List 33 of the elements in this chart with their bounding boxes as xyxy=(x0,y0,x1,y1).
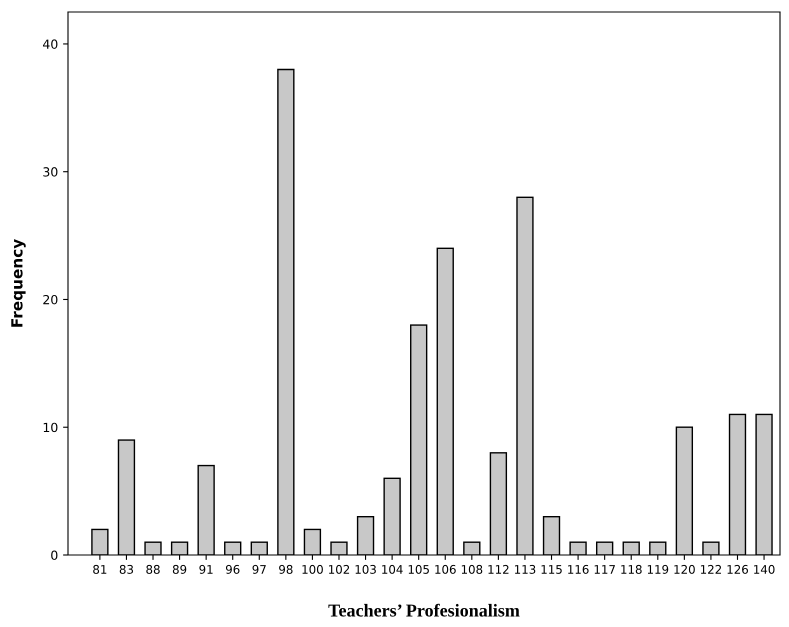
x-tick-label: 118 xyxy=(621,564,642,574)
x-tick-label: 126 xyxy=(728,564,748,574)
x-tick-label: 119 xyxy=(648,564,668,574)
y-axis-title: Frequency xyxy=(11,239,26,327)
x-tick-label: 83 xyxy=(120,564,134,574)
x-tick-label: 113 xyxy=(514,564,536,574)
y-tick-label: 40 xyxy=(42,39,58,49)
x-tick-label: 97 xyxy=(252,564,266,574)
y-tick-label: 0 xyxy=(51,550,58,560)
x-tick-label: 102 xyxy=(329,564,350,574)
x-tick-label: 106 xyxy=(435,564,456,574)
x-tick-label: 91 xyxy=(199,564,213,574)
x-tick-label: 103 xyxy=(356,564,376,574)
y-tick-label: 20 xyxy=(43,294,58,304)
x-tick-label: 81 xyxy=(93,564,106,574)
x-tick-label: 108 xyxy=(462,564,482,574)
y-tick-label: 10 xyxy=(44,422,58,432)
x-tick-label: 115 xyxy=(542,565,562,574)
x-tick-label: 104 xyxy=(382,564,403,574)
x-tick-label: 116 xyxy=(568,564,589,574)
x-tick-label: 105 xyxy=(408,564,429,574)
x-tick-label: 96 xyxy=(226,564,240,574)
x-tick-label: 100 xyxy=(302,564,323,574)
x-tick-label: 122 xyxy=(700,564,722,574)
x-tick-label: 98 xyxy=(279,564,293,574)
x-tick-label: 89 xyxy=(172,564,186,574)
x-tick-label: 120 xyxy=(674,564,695,574)
y-tick-label: 30 xyxy=(43,167,58,177)
x-tick-label: 117 xyxy=(594,565,615,574)
x-tick-label: 112 xyxy=(488,564,508,574)
x-axis-title: Teachers’ Profesionalism xyxy=(328,604,520,617)
x-tick-label: 88 xyxy=(146,564,160,574)
x-tick-label: 140 xyxy=(754,564,775,574)
